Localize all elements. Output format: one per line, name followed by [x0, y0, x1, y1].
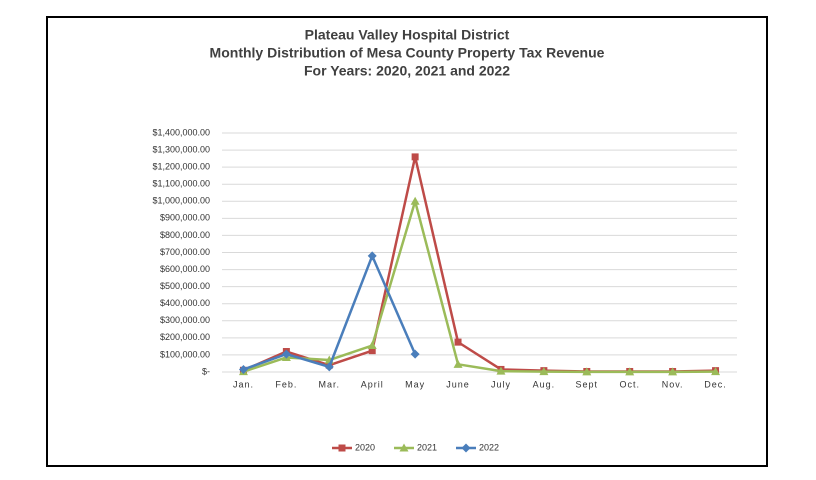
y-tick-label: $300,000.00 [160, 315, 210, 325]
marker [582, 367, 592, 376]
y-tick-label: $1,000,000.00 [152, 196, 210, 206]
marker [399, 443, 409, 452]
marker [411, 153, 419, 161]
marker [367, 251, 377, 261]
x-tick-label: Sept [576, 379, 599, 389]
y-tick-label: $100,000.00 [160, 349, 210, 359]
x-tick-label: Mar. [319, 379, 341, 389]
chart-title: Monthly Distribution of Mesa County Prop… [210, 45, 605, 61]
y-tick-label: $1,300,000.00 [152, 144, 210, 154]
y-tick-label: $500,000.00 [160, 281, 210, 291]
marker [410, 349, 420, 359]
marker [324, 362, 334, 372]
legend-label: 2022 [479, 442, 499, 452]
x-tick-label: July [491, 379, 511, 389]
legend-label: 2020 [355, 442, 375, 452]
x-tick-label: Aug. [533, 379, 556, 389]
marker [453, 359, 463, 368]
chart-frame [46, 16, 768, 467]
y-tick-label: $900,000.00 [160, 213, 210, 223]
x-tick-label: June [446, 379, 470, 389]
y-tick-label: $600,000.00 [160, 264, 210, 274]
marker [367, 341, 377, 350]
marker [625, 367, 635, 376]
x-tick-label: April [361, 379, 384, 389]
y-tick-label: $- [202, 366, 210, 376]
y-tick-label: $400,000.00 [160, 298, 210, 308]
legend-label: 2021 [417, 442, 437, 452]
marker [338, 444, 346, 452]
marker [711, 367, 721, 376]
x-tick-label: Nov. [662, 379, 684, 389]
y-tick-label: $1,100,000.00 [152, 179, 210, 189]
marker [238, 364, 248, 374]
marker [496, 366, 506, 375]
x-tick-label: Jan. [233, 379, 254, 389]
chart-title: Plateau Valley Hospital District [305, 27, 510, 43]
marker [668, 367, 678, 376]
x-tick-label: Oct. [619, 379, 640, 389]
x-tick-label: May [405, 379, 425, 389]
y-tick-label: $200,000.00 [160, 332, 210, 342]
marker [410, 196, 420, 205]
marker [454, 338, 462, 346]
chart-title: For Years: 2020, 2021 and 2022 [304, 63, 510, 79]
y-tick-label: $1,200,000.00 [152, 162, 210, 172]
x-tick-label: Feb. [275, 379, 297, 389]
marker [368, 347, 376, 355]
marker [461, 443, 471, 453]
x-tick-label: Dec. [704, 379, 727, 389]
series-line [243, 200, 716, 374]
y-tick-label: $800,000.00 [160, 230, 210, 240]
marker [281, 349, 291, 359]
marker [539, 367, 549, 376]
y-tick-label: $700,000.00 [160, 247, 210, 257]
y-tick-label: $1,400,000.00 [152, 127, 210, 137]
